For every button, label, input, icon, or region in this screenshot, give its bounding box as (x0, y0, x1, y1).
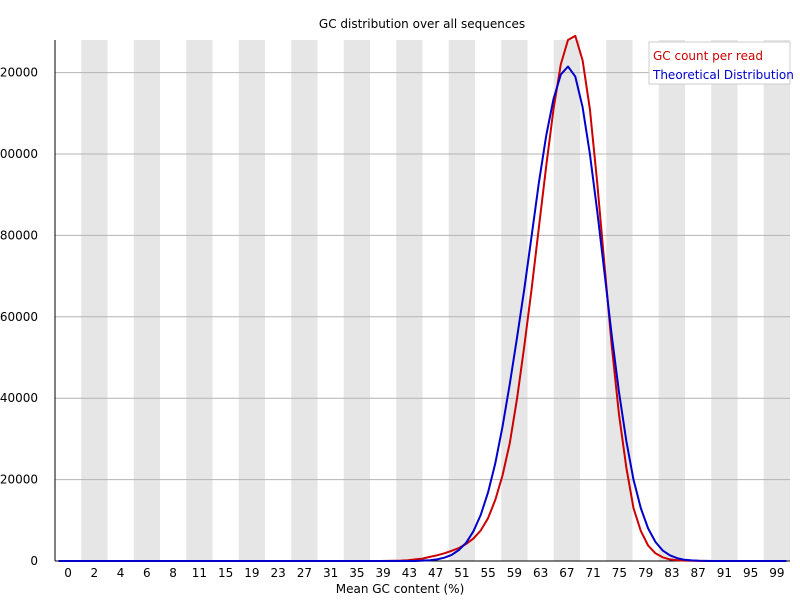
background-band (291, 40, 318, 561)
x-axis-label: Mean GC content (%) (336, 582, 465, 596)
x-tick-label: 83 (664, 566, 679, 580)
x-tick-label: 6 (143, 566, 151, 580)
legend: GC count per read Theoretical Distributi… (648, 41, 794, 85)
y-tick-label: 60000 (0, 310, 38, 324)
background-band (448, 40, 475, 561)
x-tick-label: 71 (585, 566, 600, 580)
x-tick-label: 31 (323, 566, 338, 580)
y-tick-label: 40000 (0, 391, 38, 405)
legend-entry-gc-count: GC count per read (653, 49, 763, 63)
x-tick-label: 47 (428, 566, 443, 580)
x-tick-label: 87 (690, 566, 705, 580)
y-tick-label: 100000 (0, 147, 38, 161)
x-tick-label: 11 (192, 566, 207, 580)
y-tick-label: 20000 (0, 473, 38, 487)
background-band (133, 40, 160, 561)
x-tick-label: 63 (533, 566, 548, 580)
x-tick-label: 79 (638, 566, 653, 580)
legend-box (648, 41, 791, 85)
background-band (186, 40, 213, 561)
x-tick-label: 15 (218, 566, 233, 580)
x-tick-label: 99 (769, 566, 784, 580)
x-tick-label: 39 (375, 566, 390, 580)
background-band (658, 40, 685, 561)
background-band (81, 40, 108, 561)
legend-entry-theoretical: Theoretical Distribution (652, 68, 794, 82)
x-tick-label: 8 (169, 566, 177, 580)
y-tick-label: 0 (30, 554, 38, 568)
x-tick-label: 4 (117, 566, 125, 580)
series-line-theoretical (58, 65, 787, 562)
x-tick-label: 75 (612, 566, 627, 580)
background-band (396, 40, 423, 561)
series-lines (58, 34, 787, 562)
x-tick-label: 95 (743, 566, 758, 580)
background-band (238, 40, 265, 561)
x-tick-label: 0 (64, 566, 72, 580)
x-tick-label: 91 (717, 566, 732, 580)
background-band (763, 40, 790, 561)
x-tick-label: 59 (507, 566, 522, 580)
y-tick-label: 120000 (0, 66, 38, 80)
x-tick-label: 67 (559, 566, 574, 580)
chart-title: GC distribution over all sequences (319, 17, 525, 31)
x-tick-label: 23 (270, 566, 285, 580)
x-tick-label: 35 (349, 566, 364, 580)
x-tick-label: 2 (91, 566, 99, 580)
x-tick-labels: 0 2 4 6 8 11 15 19 23 27 31 35 39 43 47 51 55 59 63 67 71 75 7… (64, 566, 784, 580)
background-band (343, 40, 370, 561)
x-tick-label: 43 (402, 566, 417, 580)
x-tick-label: 55 (480, 566, 495, 580)
x-tick-label: 19 (244, 566, 259, 580)
background-band (711, 40, 738, 561)
y-tick-label: 80000 (0, 228, 38, 242)
background-band (553, 40, 580, 561)
x-tick-label: 51 (454, 566, 469, 580)
y-tick-labels: 0 20000 40000 60000 80000 100000 120000 (0, 66, 38, 568)
x-tick-label: 27 (297, 566, 312, 580)
background-bands (81, 40, 790, 561)
